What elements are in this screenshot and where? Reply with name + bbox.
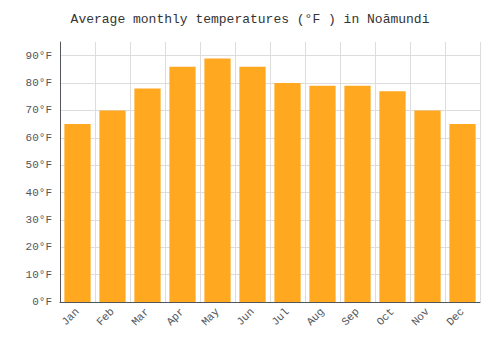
svg-text:Average monthly temperatures (: Average monthly temperatures (°F ) in No…: [71, 12, 430, 27]
svg-text:40°F: 40°F: [26, 187, 52, 199]
svg-text:Feb: Feb: [94, 306, 116, 328]
svg-text:90°F: 90°F: [26, 50, 52, 62]
svg-text:Jul: Jul: [269, 306, 291, 328]
svg-text:Aug: Aug: [304, 306, 326, 328]
svg-text:70°F: 70°F: [26, 104, 52, 116]
svg-text:60°F: 60°F: [26, 132, 52, 144]
svg-text:May: May: [199, 305, 222, 328]
svg-text:80°F: 80°F: [26, 77, 52, 89]
svg-text:Mar: Mar: [129, 306, 151, 328]
svg-text:Jun: Jun: [234, 306, 256, 328]
svg-text:30°F: 30°F: [26, 214, 52, 226]
svg-text:50°F: 50°F: [26, 159, 52, 171]
svg-text:0°F: 0°F: [32, 296, 52, 308]
svg-text:Nov: Nov: [409, 305, 432, 328]
svg-text:Dec: Dec: [444, 306, 466, 328]
svg-text:Jan: Jan: [59, 306, 81, 328]
svg-text:Apr: Apr: [164, 306, 186, 328]
svg-text:Oct: Oct: [374, 306, 396, 328]
svg-text:Sep: Sep: [339, 306, 361, 328]
svg-text:10°F: 10°F: [26, 269, 52, 281]
svg-text:20°F: 20°F: [26, 241, 52, 253]
